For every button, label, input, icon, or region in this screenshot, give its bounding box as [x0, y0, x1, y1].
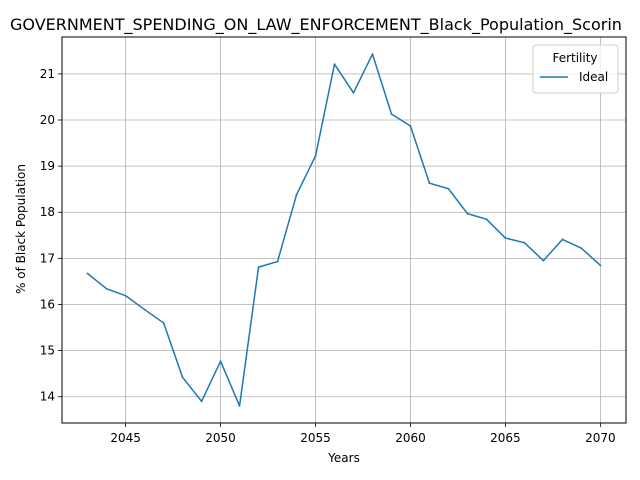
chart-title: GOVERNMENT_SPENDING_ON_LAW_ENFORCEMENT_B… [10, 15, 622, 35]
legend-title: Fertility [552, 51, 597, 65]
data-point [257, 266, 260, 269]
x-axis-label: Years [327, 451, 360, 465]
data-point [485, 218, 488, 221]
data-point [143, 308, 146, 311]
legend-label-ideal: Ideal [579, 70, 608, 84]
y-tick-label: 19 [40, 159, 55, 173]
data-point [314, 155, 317, 157]
data-point [428, 182, 431, 185]
legend-box [532, 44, 619, 94]
y-tick-label: 20 [40, 113, 55, 127]
data-point [295, 193, 298, 196]
data-point [352, 91, 355, 94]
grid [62, 37, 626, 423]
data-point [466, 212, 469, 215]
x-tick-label: 2050 [205, 431, 236, 445]
y-tick-label: 16 [40, 297, 55, 311]
y-axis-label: % of Black Population [14, 164, 28, 294]
series-layer [86, 53, 602, 407]
data-point [599, 264, 602, 267]
data-point [181, 376, 184, 379]
data-point [276, 260, 279, 263]
data-point [238, 405, 241, 407]
data-point [504, 237, 507, 239]
data-point [561, 238, 564, 241]
plot-frame [61, 36, 627, 424]
data-point [409, 125, 412, 127]
y-tick-label: 17 [40, 251, 55, 265]
data-point [162, 322, 165, 324]
data-point [390, 113, 393, 115]
data-point [542, 259, 545, 262]
data-point [333, 63, 336, 66]
data-point [523, 241, 526, 244]
y-tick-label: 14 [40, 390, 55, 404]
data-point [105, 287, 108, 290]
legend: Fertility Ideal [532, 44, 619, 94]
y-tick-label: 18 [40, 205, 55, 219]
y-axis: 14 15 16 17 18 19 20 21 [40, 67, 62, 404]
y-tick-label: 15 [40, 344, 55, 358]
y-tick-label: 21 [40, 67, 55, 81]
x-axis: 2045 2050 2055 2060 2065 2070 [110, 423, 616, 445]
data-point [580, 247, 583, 250]
data-point [200, 400, 203, 403]
data-point [219, 360, 222, 363]
x-tick-label: 2060 [395, 431, 426, 445]
x-tick-label: 2045 [110, 431, 141, 445]
data-point [124, 294, 127, 297]
series-line-ideal [86, 53, 602, 407]
x-tick-label: 2065 [490, 431, 521, 445]
data-point [447, 187, 450, 190]
x-tick-label: 2055 [300, 431, 331, 445]
data-point [86, 272, 89, 275]
x-tick-label: 2070 [585, 431, 616, 445]
data-point [371, 53, 374, 55]
